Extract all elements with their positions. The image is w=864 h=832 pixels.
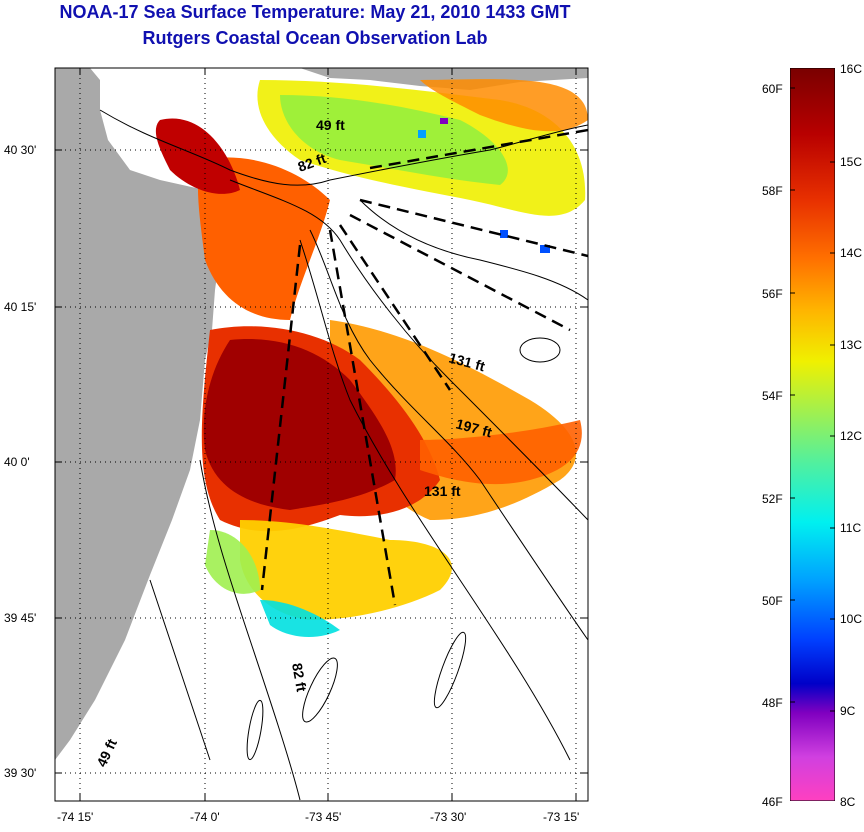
depth-label: 131 ft	[424, 483, 461, 499]
sst-field	[155, 79, 588, 637]
map-subtitle: Rutgers Coastal Ocean Observation Lab	[142, 28, 488, 48]
lat-label: 40 15'	[4, 300, 37, 314]
colorbar-f-label: 60F	[762, 82, 783, 96]
lon-label: -73 30'	[430, 810, 467, 824]
colorbar-c-label: 14C	[840, 246, 863, 260]
colorbar-f-label: 58F	[762, 184, 783, 198]
lon-label: -73 15'	[543, 810, 580, 824]
lat-label: 40 30'	[4, 143, 37, 157]
land-new-jersey	[55, 68, 222, 760]
depth-label: 82 ft	[289, 662, 310, 693]
colorbar-f-label: 46F	[762, 795, 783, 809]
lon-label: -73 45'	[305, 810, 342, 824]
colorbar-f-label: 48F	[762, 696, 783, 710]
map-frame	[54, 67, 589, 802]
colorbar-c-label: 12C	[840, 429, 863, 443]
colorbar-c-label: 9C	[840, 704, 856, 718]
lat-label: 40 0'	[4, 455, 30, 469]
colorbar-c-label: 8C	[840, 795, 856, 809]
colorbar-f-label: 50F	[762, 594, 783, 608]
colorbar-c-label: 13C	[840, 338, 863, 352]
colorbar-f-label: 52F	[762, 492, 783, 506]
lon-label: -74 0'	[190, 810, 220, 824]
map-title: NOAA-17 Sea Surface Temperature: May 21,…	[59, 2, 571, 22]
colorbar-f-label: 56F	[762, 287, 783, 301]
colorbar-f-label: 54F	[762, 389, 783, 403]
bathymetry-contours	[99, 109, 588, 801]
lon-label: -74 15'	[57, 810, 94, 824]
land-north	[300, 68, 588, 90]
colorbar-c-label: 15C	[840, 155, 863, 169]
frame-ticks	[55, 68, 588, 801]
lat-label: 39 30'	[4, 766, 37, 780]
colorbar-c-label: 11C	[840, 521, 862, 535]
colorbar-c-label: 16C	[840, 62, 863, 76]
graticule	[55, 68, 588, 800]
colorbar-c-label: 10C	[840, 612, 863, 626]
depth-label: 49 ft	[93, 736, 120, 769]
lat-label: 39 45'	[4, 611, 37, 625]
depth-label: 49 ft	[316, 117, 345, 133]
map-content: 49 ft 82 ft 131 ft 197 ft 131 ft 82 ft 4…	[55, 68, 588, 801]
colorbar	[790, 68, 835, 801]
